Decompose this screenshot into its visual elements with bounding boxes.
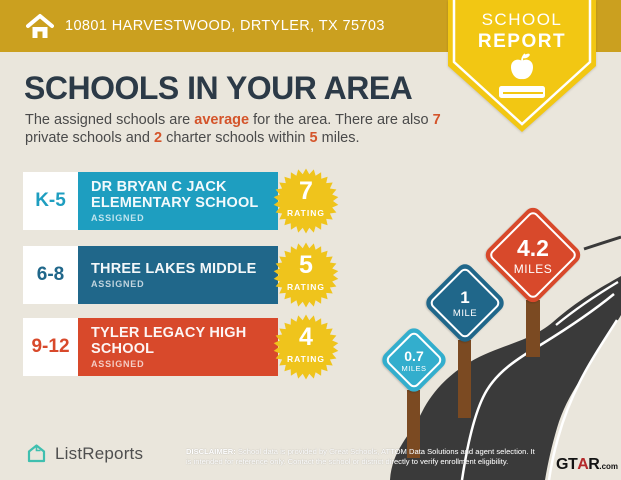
school-status: ASSIGNED xyxy=(91,279,145,289)
distance-sign-medium: 1 MILE xyxy=(422,260,508,346)
grade-range: K-5 xyxy=(23,172,78,230)
rating-label: RATING xyxy=(287,354,325,364)
school-row-middle: 6-8 THREE LAKES MIDDLE ASSIGNED 5 RATING xyxy=(23,242,343,308)
rating-badge: 5 RATING xyxy=(273,242,339,308)
school-bar: TYLER LEGACY HIGH SCHOOL ASSIGNED xyxy=(78,318,278,376)
distance-value: 0.7 xyxy=(404,347,424,364)
road-center-line xyxy=(460,293,615,480)
school-name: TYLER LEGACY HIGH SCHOOL xyxy=(91,325,247,357)
rating-label: RATING xyxy=(287,282,325,292)
property-address: 10801 HARVESTWOOD, DRTYLER, TX 75703 xyxy=(65,18,385,34)
distance-unit: MILE xyxy=(452,307,478,319)
rating-value: 4 xyxy=(299,323,313,351)
disclaimer-text: DISCLAIMER: School data is provided by G… xyxy=(186,447,610,466)
distance-unit: MILES xyxy=(513,261,553,276)
intro-segment: charter schools within xyxy=(162,130,310,146)
intro-segment: private schools and xyxy=(25,130,154,146)
ribbon-shape xyxy=(448,0,596,132)
school-name: DR BRYAN C JACK ELEMENTARY SCHOOL xyxy=(91,179,259,211)
gtar-wordmark-r: R xyxy=(588,456,600,473)
intro-highlight-private-count: 7 xyxy=(432,112,441,128)
distance-value: 4.2 xyxy=(517,234,549,261)
disclaimer-label: DISCLAIMER: xyxy=(186,447,236,456)
house-icon xyxy=(26,13,54,38)
listreports-wordmark: ListReports xyxy=(55,443,144,463)
rating-label: RATING xyxy=(287,208,325,218)
intro-segment: miles. xyxy=(317,130,360,146)
apple-icon xyxy=(511,53,533,80)
intro-segment: for the area. There are also xyxy=(249,112,433,128)
school-bar: THREE LAKES MIDDLE ASSIGNED xyxy=(78,246,278,304)
school-bar: DR BRYAN C JACK ELEMENTARY SCHOOL ASSIGN… xyxy=(78,172,278,230)
disclaimer-line2: is intended for reference only. Contact … xyxy=(186,456,509,466)
school-status: ASSIGNED xyxy=(91,213,145,223)
gtar-wordmark: GT xyxy=(556,456,578,473)
listreports-logo: ListReports xyxy=(26,443,143,464)
intro-highlight-charter-count: 2 xyxy=(153,130,163,146)
intro-text: The assigned schools are average for the… xyxy=(25,111,465,147)
sign-post-medium xyxy=(458,340,471,418)
grade-range: 9-12 xyxy=(23,318,78,376)
school-status: ASSIGNED xyxy=(91,359,145,369)
far-road-line xyxy=(583,235,621,251)
rating-badge: 4 RATING xyxy=(273,314,339,380)
road-body xyxy=(390,276,621,480)
sign-post-large xyxy=(526,300,540,357)
ribbon-title: SCHOOL REPORT xyxy=(477,10,567,52)
gtar-wordmark-a: A xyxy=(577,456,589,473)
rating-badge: 7 RATING xyxy=(273,168,339,234)
disclaimer-line1: School data is provided by Great Schools… xyxy=(235,447,535,456)
distance-sign-small: 0.7 MILES xyxy=(378,324,450,396)
school-row-elementary: K-5 DR BRYAN C JACK ELEMENTARY SCHOOL AS… xyxy=(23,168,343,234)
listreports-house-icon xyxy=(27,444,46,463)
page-title: SCHOOLS IN YOUR AREA xyxy=(24,70,413,106)
rating-value: 7 xyxy=(299,177,313,205)
intro-highlight-miles: 5 xyxy=(309,130,318,146)
road-edge-line-upper xyxy=(555,281,619,326)
school-name: THREE LAKES MIDDLE xyxy=(91,261,257,277)
intro-highlight-average: average xyxy=(194,112,250,128)
gtar-logo: GT A R .com xyxy=(556,456,618,474)
road-edge-line-right xyxy=(547,319,619,480)
book-icon xyxy=(499,86,545,98)
distance-sign-large: 4.2 MILES xyxy=(482,204,584,306)
distance-unit: MILES xyxy=(401,363,427,373)
intro-segment: The assigned schools are xyxy=(25,112,195,128)
rating-value: 5 xyxy=(299,251,313,279)
distance-value: 1 xyxy=(460,287,470,307)
sign-post-small xyxy=(407,390,420,458)
gtar-domain-suffix: .com xyxy=(599,462,619,471)
school-report-badge: SCHOOL REPORT xyxy=(448,0,596,134)
grade-range: 6-8 xyxy=(23,246,78,304)
school-row-high: 9-12 TYLER LEGACY HIGH SCHOOL ASSIGNED 4… xyxy=(23,314,343,380)
